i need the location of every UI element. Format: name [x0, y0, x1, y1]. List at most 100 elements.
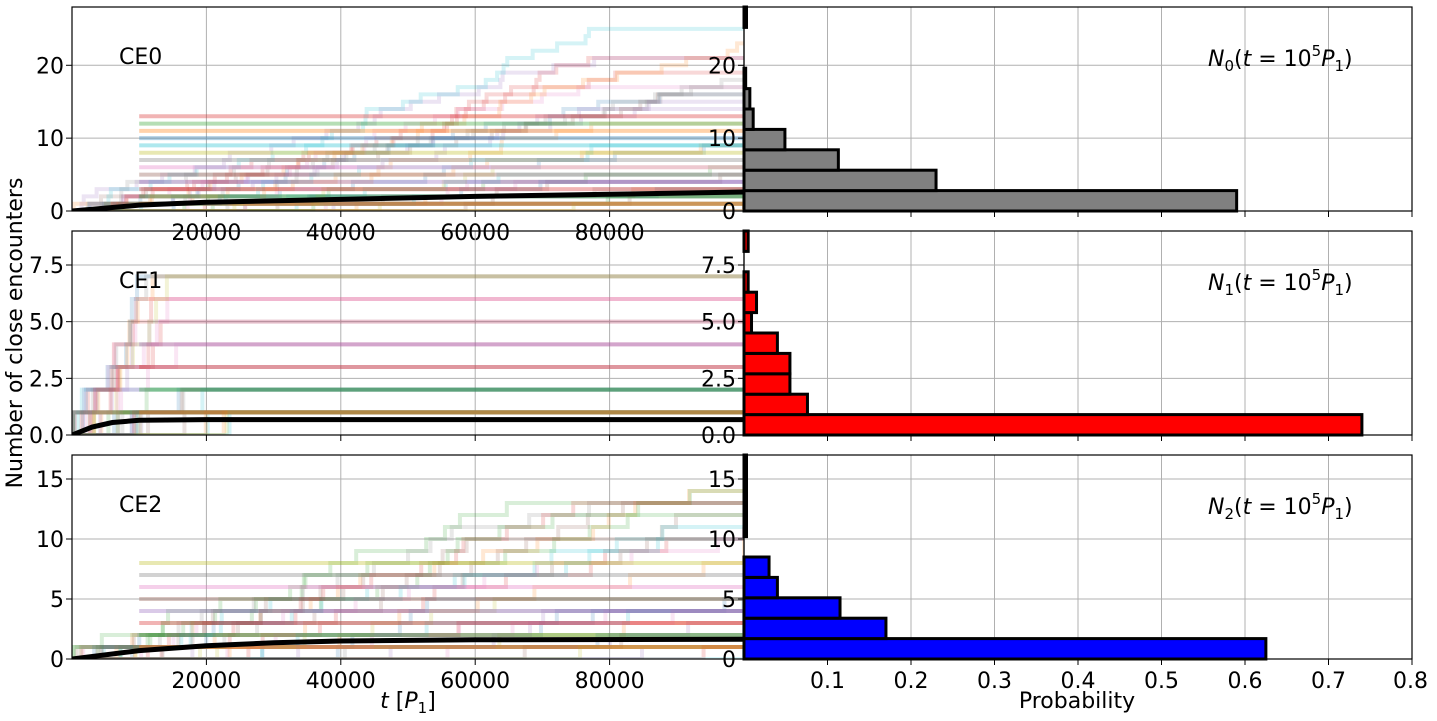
trajectory-line: [72, 297, 744, 435]
trajectory-line: [72, 172, 744, 211]
mean-line: [72, 636, 744, 659]
trajectory-line: [72, 92, 744, 211]
trajectory-line: [72, 527, 744, 659]
x-axis-label-time: t [P1]: [380, 689, 436, 717]
trajectory-line: [72, 187, 744, 211]
y-tick-label: 20: [36, 54, 64, 79]
trajectory-line: [72, 410, 744, 435]
panel-label: N1(t = 105P1): [1208, 266, 1353, 299]
trajectory-line: [72, 537, 744, 659]
y-tick-label: 10: [36, 127, 64, 152]
trajectory-line: [72, 70, 744, 211]
x-tick-label: 0.7: [1311, 669, 1346, 694]
y-tick-label: 5: [722, 588, 736, 613]
probability-bar: [742, 290, 759, 315]
trajectory-line: [72, 645, 744, 659]
panel-n1: 0.0 2.5 5.0 7.5 N1(t = 105P1): [701, 229, 1413, 449]
y-tick-label: 0: [722, 648, 736, 673]
trajectory-line: [72, 645, 744, 659]
trajectory-line: [72, 537, 744, 659]
trajectory-line: [72, 410, 744, 435]
trajectory-line: [72, 319, 744, 435]
probability-bar: [742, 372, 792, 396]
probability-bar: [742, 87, 752, 111]
trajectory-line: [72, 56, 744, 211]
trajectory-line: [72, 633, 744, 659]
panel-ce2: 0 5 10 15 20000 40000 60000 80000 CE2: [36, 454, 745, 694]
trajectory-line: [72, 501, 744, 659]
probability-bar: [742, 168, 938, 193]
trajectory-line: [72, 645, 744, 659]
y-tick-label: 7.5: [29, 254, 64, 279]
trajectory-line: [72, 501, 744, 659]
y-tick-label: 10: [36, 528, 64, 553]
trajectory-line: [72, 410, 744, 435]
trajectory-line: [72, 410, 744, 435]
panel-label: CE1: [119, 269, 162, 294]
panel-label: N0(t = 105P1): [1208, 42, 1353, 75]
trajectory-line: [72, 342, 744, 435]
trajectory-line: [72, 26, 744, 211]
probability-bar: [742, 351, 792, 376]
trajectory-line: [72, 387, 744, 435]
trajectory-line: [72, 410, 744, 435]
trajectory-line: [72, 609, 744, 659]
probability-bar: [742, 616, 888, 641]
trajectory-line: [72, 633, 744, 659]
trajectory-line: [72, 410, 744, 435]
trajectory-line: [72, 92, 744, 211]
trajectory-line: [72, 201, 744, 211]
trajectory-line: [72, 297, 744, 435]
trajectory-line: [72, 274, 744, 435]
probability-bar: [742, 107, 755, 131]
probability-bar: [742, 229, 750, 253]
probability-bar: [742, 392, 809, 417]
y-tick-label: 0.0: [701, 424, 736, 449]
trajectory-line: [72, 387, 744, 435]
trajectory-line: [72, 196, 744, 211]
y-axis-label: Number of close encounters: [3, 178, 28, 489]
x-tick-label: 0.3: [977, 669, 1012, 694]
y-tick-label: 20: [708, 54, 736, 79]
mean-line: [72, 189, 744, 211]
trajectory-line: [72, 179, 744, 211]
trajectory-line: [72, 513, 744, 659]
probability-bar: [742, 637, 1268, 661]
trajectory-line: [72, 410, 744, 435]
trajectory-line: [72, 645, 744, 659]
trajectory-line: [72, 501, 744, 659]
trajectory-line: [72, 274, 744, 435]
y-tick-label: 10: [708, 528, 736, 553]
x-tick-label: 80000: [575, 669, 645, 694]
trajectory-line: [72, 599, 744, 659]
trajectory-line: [72, 387, 744, 435]
x-tick-label: 0.5: [1144, 669, 1179, 694]
x-tick-label: 0.2: [894, 669, 929, 694]
probability-bar: [742, 270, 750, 294]
trajectory-line: [72, 201, 744, 211]
trajectory-line: [72, 56, 744, 211]
y-tick-label: 0.0: [29, 424, 64, 449]
trajectory-line: [72, 609, 744, 659]
probability-bar: [742, 189, 1239, 213]
trajectory-line: [72, 274, 744, 435]
y-tick-label: 2.5: [701, 367, 736, 392]
trajectory-line: [72, 319, 744, 435]
panel-label: N2(t = 105P1): [1208, 490, 1353, 523]
trajectory-line: [72, 597, 744, 659]
x-tick-label: 40000: [306, 669, 376, 694]
trajectory-line: [72, 410, 744, 435]
y-tick-label: 5.0: [29, 311, 64, 336]
trajectory-line: [72, 387, 744, 435]
trajectory-line: [72, 85, 744, 211]
trajectory-line: [72, 85, 744, 211]
trajectory-line: [72, 121, 744, 211]
trajectories: [72, 274, 744, 435]
y-tick-label: 0: [50, 648, 64, 673]
y-tick-label: 15: [36, 468, 64, 493]
trajectory-line: [72, 365, 744, 435]
trajectory-line: [72, 410, 744, 435]
trajectory-line: [72, 645, 744, 659]
x-axis-label-probability: Probability: [1019, 689, 1135, 714]
